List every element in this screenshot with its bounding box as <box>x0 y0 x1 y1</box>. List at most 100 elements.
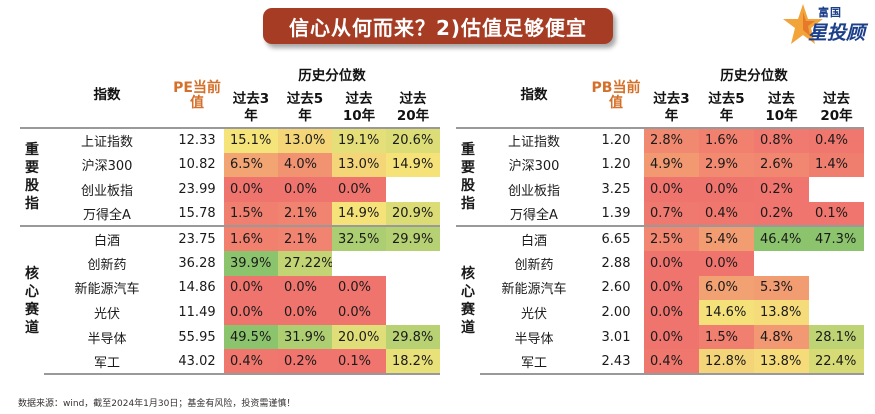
percentile-cell: 46.4% <box>754 225 809 251</box>
percentile-cell: 2.1% <box>278 225 332 251</box>
current-value: 10.82 <box>178 157 216 173</box>
header-period: 过去10年 <box>342 90 376 124</box>
current-value: 2.00 <box>601 304 631 320</box>
percentile-cell: 0.2% <box>754 201 809 227</box>
current-value: 14.86 <box>178 280 216 296</box>
percentile-cell: 0.0% <box>224 300 278 325</box>
percentile-cell: 14.6% <box>699 300 754 325</box>
index-name: 新能源汽车 <box>74 282 140 298</box>
current-value: 55.95 <box>178 329 216 345</box>
index-name: 万得全A <box>83 208 131 224</box>
index-name: 沪深300 <box>81 159 133 175</box>
percentile-cell <box>809 275 864 301</box>
percentile-cell: 20.6% <box>386 128 440 153</box>
percentile-cell: 0.0% <box>644 275 699 301</box>
percentile-cell: 5.4% <box>699 225 754 251</box>
logo-text-main: 星投顾 <box>808 22 866 44</box>
percentile-cell <box>386 250 440 276</box>
percentile-cell: 15.1% <box>224 128 278 153</box>
table-row: 沪深300 1.20 4.9% 2.9% 2.6% 1.4% <box>456 152 864 178</box>
percentile-cell: 6.5% <box>224 152 278 178</box>
header-period: 过去20年 <box>396 90 430 124</box>
table-row: 沪深300 10.82 6.5% 4.0% 13.0% 14.9% <box>20 152 440 178</box>
percentile-cell <box>386 275 440 301</box>
percentile-cell: 0.0% <box>644 300 699 325</box>
table-row: 万得全A 15.78 1.5% 2.1% 14.9% 20.9% <box>20 201 440 227</box>
percentile-cell: 0.0% <box>644 324 699 350</box>
percentile-cell: 2.6% <box>754 152 809 178</box>
percentile-cell: 32.5% <box>332 225 386 251</box>
group-label: 核心赛道 <box>456 225 480 374</box>
percentile-cell: 0.8% <box>754 128 809 153</box>
percentile-cell: 0.0% <box>278 300 332 325</box>
pe-valuation-table: 指数 PE当前值 历史分位数 过去3年 过去5年 过去10年 过去20年 重要股指 上证… <box>20 64 440 375</box>
header-period: 过去3年 <box>232 90 270 124</box>
table-row: 半导体 3.01 0.0% 1.5% 4.8% 28.1% <box>456 324 864 350</box>
percentile-cell: 22.4% <box>809 349 864 375</box>
group-label: 重要股指 <box>25 142 39 213</box>
percentile-cell: 2.5% <box>644 225 699 251</box>
percentile-cell: 2.8% <box>644 128 699 153</box>
header-index: 指数 <box>44 64 170 129</box>
header-period: 过去5年 <box>708 90 745 124</box>
current-value: 23.75 <box>170 225 224 251</box>
index-name: 创新药 <box>514 257 554 273</box>
percentile-cell: 39.9% <box>224 250 278 276</box>
table-row: 核心赛道 白酒 23.75 1.6% 2.1% 32.5% 29.9% <box>20 225 440 374</box>
table-row: 新能源汽车 14.86 0.0% 0.0% 0.0% <box>20 275 440 301</box>
percentile-cell: 0.0% <box>332 177 386 202</box>
percentile-cell: 14.9% <box>332 201 386 227</box>
percentile-cell <box>386 300 440 325</box>
percentile-cell: 29.8% <box>386 324 440 350</box>
current-value: 3.25 <box>601 181 631 197</box>
percentile-cell: 0.0% <box>278 177 332 202</box>
table-row: 光伏 11.49 0.0% 0.0% 0.0% <box>20 300 440 325</box>
percentile-cell: 0.2% <box>278 349 332 375</box>
percentile-cell: 1.4% <box>809 152 864 178</box>
percentile-cell: 13.0% <box>278 128 332 153</box>
index-name: 万得全A <box>510 208 558 224</box>
percentile-cell: 1.5% <box>699 324 754 350</box>
percentile-cell: 0.4% <box>699 201 754 227</box>
index-name: 创业板指 <box>507 183 560 199</box>
table-row: 半导体 55.95 49.5% 31.9% 20.0% 29.8% <box>20 324 440 350</box>
header-period: 过去10年 <box>765 90 798 124</box>
percentile-cell: 0.0% <box>224 177 278 202</box>
current-value: 6.65 <box>588 225 644 251</box>
table-row: 万得全A 1.39 0.7% 0.4% 0.2% 0.1% <box>456 201 864 227</box>
percentile-cell: 0.7% <box>644 201 699 227</box>
percentile-cell: 6.0% <box>699 275 754 301</box>
percentile-cell: 13.8% <box>754 300 809 325</box>
table-row: 军工 2.43 0.4% 12.8% 13.8% 22.4% <box>456 349 864 375</box>
index-name: 军工 <box>44 349 170 375</box>
index-name: 半导体 <box>87 331 127 347</box>
index-name: 半导体 <box>514 331 554 347</box>
percentile-cell: 0.0% <box>699 177 754 202</box>
table-row: 重要股指 上证指数 12.33 15.1% 13.0% 19.1% 20.6% <box>20 128 440 212</box>
percentile-cell: 0.4% <box>224 349 278 375</box>
current-value: 36.28 <box>178 255 216 271</box>
percentile-cell: 0.0% <box>224 275 278 301</box>
percentile-cell: 28.1% <box>809 324 864 350</box>
header-period: 过去20年 <box>820 90 853 124</box>
current-value: 1.39 <box>601 206 631 222</box>
header-period: 过去5年 <box>286 90 324 124</box>
page-title: 信心从何而来？2)估值足够便宜 <box>263 8 613 44</box>
current-value: 43.02 <box>170 349 224 375</box>
header-history-percentile: 历史分位数 <box>720 67 788 84</box>
index-name: 上证指数 <box>80 135 133 151</box>
percentile-cell: 0.0% <box>278 275 332 301</box>
percentile-cell <box>386 177 440 202</box>
table-row: 军工 43.02 0.4% 0.2% 0.1% 18.2% <box>20 349 440 375</box>
current-value: 1.20 <box>601 157 631 173</box>
index-name: 新能源汽车 <box>501 282 567 298</box>
percentile-cell: 20.9% <box>386 201 440 227</box>
percentile-cell: 49.5% <box>224 324 278 350</box>
current-value: 2.88 <box>601 255 631 271</box>
percentile-cell: 27.22% <box>278 250 332 276</box>
percentile-cell: 5.3% <box>754 275 809 301</box>
pb-valuation-table: 指数 PB当前值 历史分位数 过去3年 过去5年 过去10年 过去20年 重要股指 上证… <box>456 64 864 375</box>
table-row: 核心赛道 白酒 6.65 2.5% 5.4% 46.4% 47.3% <box>456 225 864 374</box>
table-row: 创新药 36.28 39.9% 27.22% <box>20 250 440 276</box>
percentile-cell: 1.6% <box>699 128 754 153</box>
